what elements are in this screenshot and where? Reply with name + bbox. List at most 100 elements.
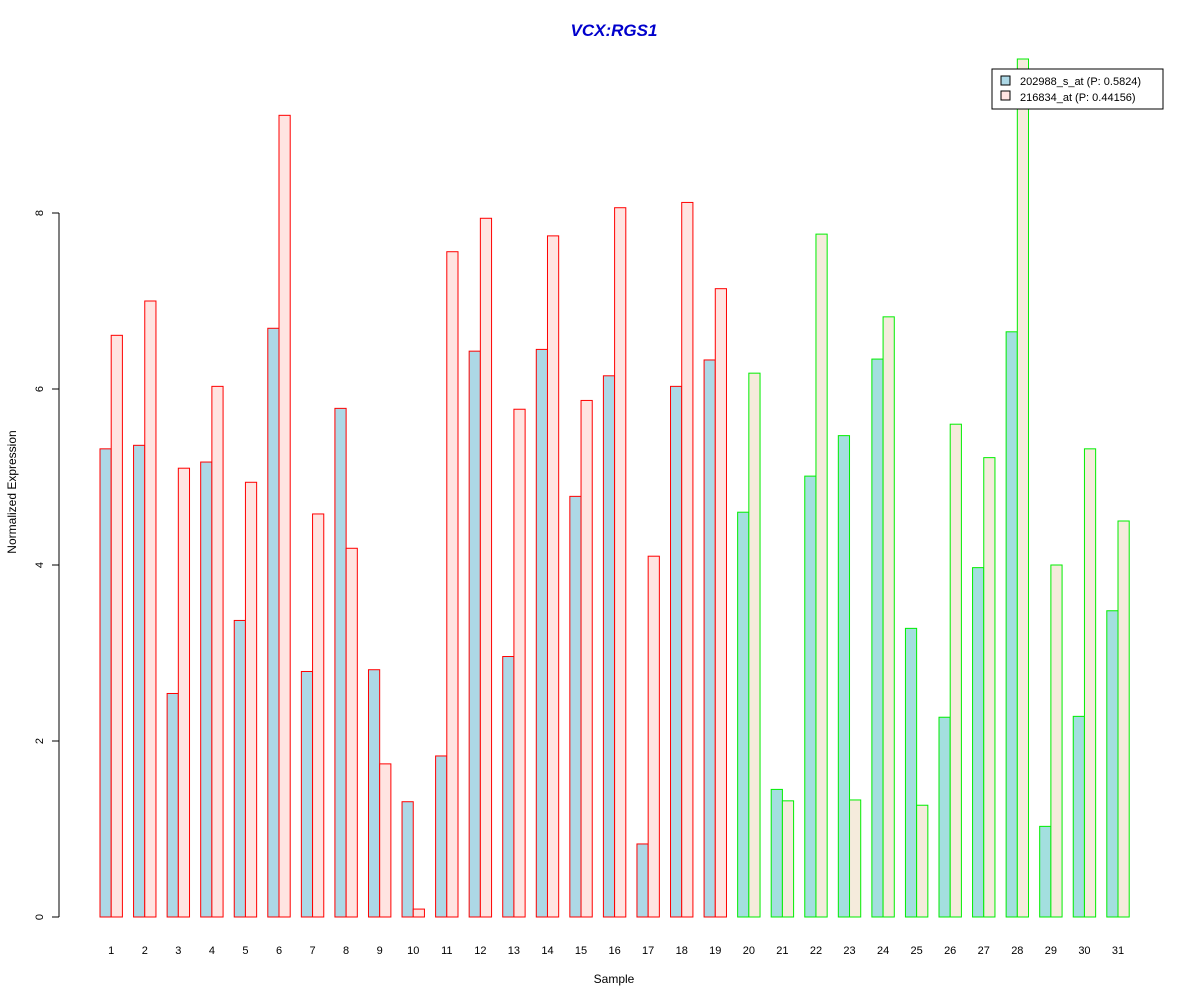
bar-sample-8-series-1: [334, 407, 347, 918]
bar-sample-8-series-2: [345, 547, 358, 918]
x-tick-label: 16: [608, 945, 620, 957]
x-axis-label: Sample: [594, 972, 635, 986]
x-tick-label: 20: [743, 945, 755, 957]
bar-sample-3-series-2: [177, 467, 191, 918]
bar-sample-17-series-2: [647, 555, 660, 918]
bar-sample-20-series-2: [748, 372, 761, 918]
x-tick-label: 15: [575, 945, 587, 957]
bar-sample-11-series-1: [435, 755, 448, 918]
bar-sample-21-series-2: [781, 800, 795, 918]
x-tick-label: 4: [209, 945, 215, 957]
x-tick-label: 5: [242, 945, 248, 957]
x-tick-label: 19: [709, 945, 721, 957]
bar-sample-12-series-1: [468, 350, 481, 918]
bar-sample-23-series-2: [849, 799, 862, 918]
bar-sample-24-series-2: [882, 316, 895, 918]
bar-sample-15-series-2: [580, 399, 593, 918]
x-tick-label: 14: [541, 945, 553, 957]
bar-sample-28-series-2: [1016, 58, 1030, 918]
y-tick-label: 4: [34, 562, 46, 568]
bar-sample-12-series-2: [479, 217, 493, 918]
legend-box: [991, 68, 1164, 110]
bar-sample-27-series-1: [972, 567, 985, 918]
bar-sample-16-series-1: [602, 375, 616, 918]
bar-sample-23-series-1: [837, 435, 851, 918]
x-tick-label: 23: [843, 945, 855, 957]
x-tick-labels: 1 2 3 4 5 6 7 8 9 10 11 12 13 14 15 16 17 18 19 20 21 22 23 24 2…: [108, 945, 1124, 957]
bar-sample-13-series-1: [502, 656, 515, 918]
chart-title: VCX:RGS1: [571, 21, 658, 40]
bar-sample-25-series-1: [904, 627, 918, 918]
bar-sample-14-series-1: [535, 348, 548, 918]
bar-sample-10-series-1: [401, 801, 414, 918]
bar-sample-2-series-2: [144, 300, 157, 918]
x-tick-label: 30: [1078, 945, 1090, 957]
x-tick-label: 12: [474, 945, 486, 957]
x-tick-label: 1: [108, 945, 114, 957]
y-tick-label: 6: [34, 386, 46, 392]
x-tick-label: 26: [944, 945, 956, 957]
legend-swatch-series-1: [1000, 75, 1011, 86]
x-tick-label: 18: [676, 945, 688, 957]
bar-sample-21-series-1: [770, 788, 783, 918]
bar-sample-25-series-2: [916, 804, 929, 918]
bar-sample-3-series-1: [166, 692, 179, 918]
bar-sample-26-series-2: [949, 423, 962, 918]
bar-sample-4-series-2: [211, 385, 224, 918]
bar-sample-27-series-2: [983, 457, 996, 918]
bar-sample-9-series-2: [379, 763, 392, 918]
x-tick-label: 8: [343, 945, 349, 957]
legend: 202988_s_at (P: 0.5824) 216834_at (P: 0.…: [991, 68, 1164, 110]
bar-sample-15-series-1: [569, 495, 582, 918]
x-tick-label: 6: [276, 945, 282, 957]
bar-sample-28-series-1: [1005, 331, 1018, 918]
bar-sample-7-series-2: [312, 513, 325, 918]
bar-sample-26-series-1: [938, 716, 951, 918]
x-tick-label: 2: [142, 945, 148, 957]
bar-sample-5-series-2: [244, 481, 258, 918]
bar-sample-6-series-2: [278, 114, 291, 918]
bar-sample-22-series-2: [815, 233, 828, 918]
x-tick-label: 13: [508, 945, 520, 957]
y-tick-label: 8: [34, 210, 46, 216]
x-tick-label: 27: [978, 945, 990, 957]
bar-sample-2-series-1: [133, 444, 146, 918]
bar-sample-14-series-2: [546, 235, 560, 918]
bar-sample-9-series-1: [367, 669, 381, 918]
bar-sample-13-series-2: [513, 408, 526, 918]
y-axis-label: Normalized Expression: [5, 430, 19, 553]
bar-sample-29-series-2: [1050, 564, 1063, 918]
x-tick-label: 25: [911, 945, 923, 957]
bar-sample-30-series-1: [1072, 715, 1085, 918]
x-tick-label: 7: [309, 945, 315, 957]
bar-sample-20-series-1: [737, 511, 750, 918]
bar-sample-19-series-1: [703, 359, 716, 918]
x-tick-label: 17: [642, 945, 654, 957]
bar-sample-16-series-2: [614, 207, 627, 918]
x-tick-label: 3: [175, 945, 181, 957]
bar-sample-29-series-1: [1039, 825, 1052, 918]
bar-sample-31-series-1: [1106, 610, 1119, 918]
y-axis: 0 2 4 6 8: [34, 210, 60, 920]
bar-sample-19-series-2: [714, 288, 727, 918]
bar-sample-17-series-1: [636, 843, 649, 918]
bar-sample-5-series-1: [233, 619, 246, 918]
x-tick-label: 28: [1011, 945, 1023, 957]
x-tick-label: 10: [407, 945, 419, 957]
bar-sample-18-series-1: [670, 385, 683, 918]
legend-label-series-1: 202988_s_at (P: 0.5824): [1020, 76, 1141, 88]
bar-sample-7-series-1: [300, 670, 314, 918]
bars-group: [99, 58, 1130, 918]
y-tick-label: 0: [34, 914, 46, 920]
x-tick-label: 9: [377, 945, 383, 957]
y-tick-label: 2: [34, 738, 46, 744]
bar-sample-6-series-1: [267, 327, 280, 918]
x-tick-label: 29: [1045, 945, 1057, 957]
x-tick-label: 22: [810, 945, 822, 957]
legend-swatch-series-2: [1000, 90, 1011, 101]
bar-sample-24-series-1: [871, 358, 884, 918]
bar-sample-1-series-1: [99, 448, 112, 918]
bar-sample-11-series-2: [446, 251, 459, 918]
x-tick-label: 11: [441, 945, 452, 957]
